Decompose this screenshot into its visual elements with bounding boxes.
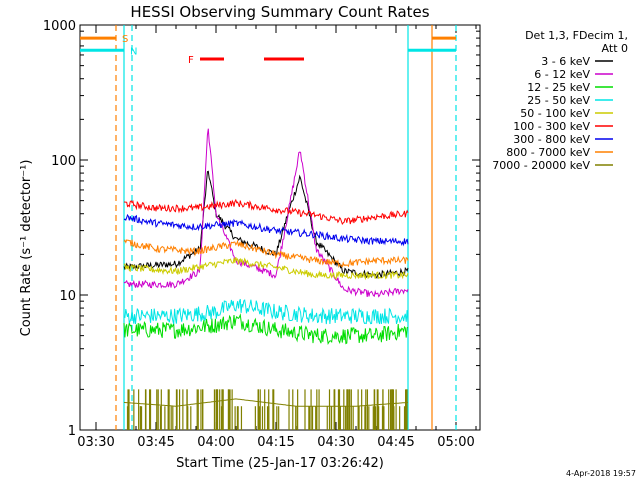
series-line: [123, 298, 409, 325]
x-tick-label: 03:45: [137, 435, 174, 450]
legend-label: 50 - 100 keV: [520, 107, 590, 120]
legend-label: 25 - 50 keV: [527, 94, 590, 107]
legend-label: 7000 - 20000 keV: [492, 159, 590, 172]
x-tick-label: 04:30: [317, 435, 354, 450]
y-tick-label: 10: [59, 289, 76, 304]
legend-label: 3 - 6 keV: [541, 55, 590, 68]
series-line: [123, 313, 409, 345]
x-tick-label: 04:00: [197, 435, 234, 450]
x-tick-label: 04:15: [257, 435, 294, 450]
series-line: [123, 256, 409, 281]
series-line: [123, 128, 409, 298]
state-bar-label: S: [122, 34, 128, 45]
legend-label: 12 - 25 keV: [527, 81, 590, 94]
y-tick-label: 1: [68, 424, 76, 439]
legend-header: Att 0: [602, 42, 628, 55]
plot-frame: [79, 24, 481, 431]
legend-label: 6 - 12 keV: [534, 68, 590, 81]
plot-timestamp: 4-Apr-2018 19:57: [566, 469, 636, 478]
legend-header: Det 1,3, FDecim 1,: [525, 29, 628, 42]
y-tick-label: 1000: [43, 19, 76, 34]
state-bar-label: N: [130, 46, 137, 57]
y-axis-label: Count Rate (s⁻¹ detector⁻¹): [19, 160, 34, 337]
x-tick-label: 03:30: [77, 435, 114, 450]
legend-label: 300 - 800 keV: [513, 133, 590, 146]
plot-area: 1 10 100 1000 03:30 03:45 04:00 04:15 04:30 04:45…: [43, 19, 481, 450]
series-line: [123, 213, 409, 247]
x-axis-label: Start Time (25-Jan-17 03:26:42): [176, 456, 384, 471]
y-tick-label: 100: [51, 154, 76, 169]
x-tick-label: 04:45: [377, 435, 414, 450]
state-bar-label: F: [188, 55, 194, 66]
series-line: [123, 398, 409, 407]
series-line: [123, 198, 409, 226]
legend-label: 100 - 300 keV: [513, 120, 590, 133]
chart-title: HESSI Observing Summary Count Rates: [130, 3, 429, 21]
series-line: [123, 239, 409, 269]
x-tick-label: 05:00: [437, 435, 474, 450]
legend-label: 800 - 7000 keV: [506, 146, 590, 159]
